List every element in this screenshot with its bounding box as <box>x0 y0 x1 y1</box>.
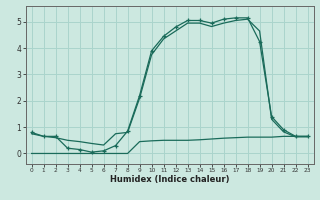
X-axis label: Humidex (Indice chaleur): Humidex (Indice chaleur) <box>110 175 229 184</box>
